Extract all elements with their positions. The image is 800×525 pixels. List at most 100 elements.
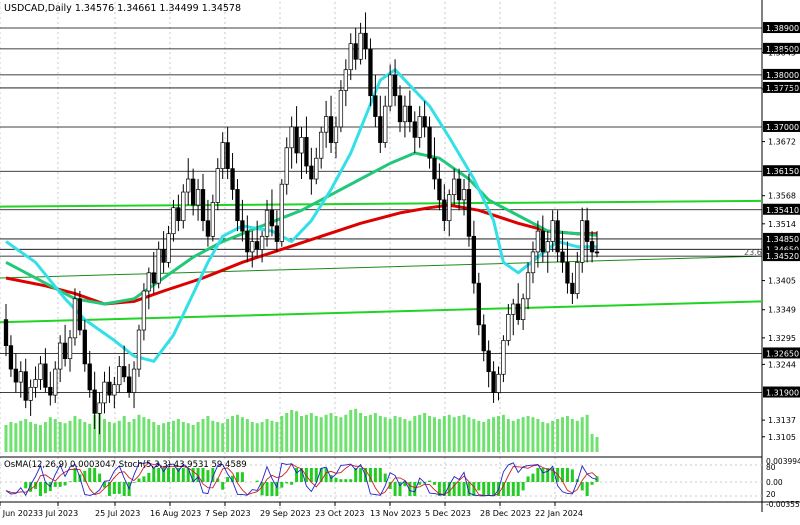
osma-bar [551,468,555,482]
ma-mid-line [5,151,598,306]
price-tick-label: 1.3137 [768,416,796,425]
candle-body [373,95,378,117]
candle-body [437,178,442,201]
volume-bar [9,422,13,452]
osma-bar [103,482,106,488]
osc-axis-label: 0.00 [766,478,783,487]
candle-body [245,230,250,253]
osma-bar [457,482,461,496]
candle-body [525,272,531,300]
candle-body [191,178,196,206]
candle-body [580,220,585,263]
candle-body [358,32,363,60]
candle-body [575,261,580,294]
osma-bar [176,468,180,482]
volume-bar [240,417,244,452]
candle-body [550,220,555,242]
price-tick-label: 1.3672 [768,138,796,147]
candle-body [343,69,348,91]
volume-bar [354,408,358,452]
candle-body [250,241,255,253]
price-level-label: 1.34650 [766,245,799,254]
osma-bar [467,482,471,496]
volume-bar [585,414,589,452]
volume-bar [211,420,215,452]
volume-bar [4,425,8,452]
osma-bar [546,468,550,482]
osma-bar [186,468,190,482]
oscillator-panel: 0.003994880 0.00 20-0.0035593 [0,457,800,509]
price-tick-label: 1.3773 [768,85,796,94]
candle-body [496,373,501,393]
volume-bar [142,417,146,452]
volume-bar [132,419,136,452]
osma-bar [309,468,313,482]
volume-bar [250,422,254,452]
volume-bar [516,419,520,452]
volume-bar [472,419,476,452]
volume-bar [556,419,560,452]
osma-bar [359,468,363,482]
candle-body [72,298,78,339]
volume-bar [501,414,505,452]
osma-bar [398,482,402,496]
osma-bar [226,477,230,482]
candle-body [136,329,142,370]
osma-bar [221,482,225,490]
candle-body [3,319,9,347]
volume-bar [122,416,126,452]
candle-body [476,282,481,326]
candle-body [511,303,516,315]
candlesticks [3,12,600,435]
osma-bar [231,475,235,482]
osma-bar [137,478,141,482]
osma-bar [354,468,358,482]
price-level-label: 1.34850 [766,235,799,244]
volume-bar [48,417,52,452]
candle-body [195,189,201,206]
candle-body [471,235,477,284]
osma-bar [260,482,264,496]
candle-body [23,371,28,401]
osma-bar [506,482,510,496]
volume-bar [359,413,363,452]
volume-bar [309,413,313,452]
price-tick-label: 1.3514 [768,220,796,229]
volume-bar [53,419,57,452]
volume-bar [423,413,427,452]
price-tick-label: 1.3349 [768,306,796,315]
osc-axis-label: 20 [766,490,776,499]
candle-body [560,251,565,263]
candle-body [13,368,19,383]
candle-body [338,90,344,128]
osma-bar [585,482,589,496]
osma-bar [132,482,136,483]
volume-bar [167,422,171,452]
osma-bar [211,468,215,482]
candle-body [87,363,92,391]
candle-body [447,194,452,222]
volume-bar [575,420,579,452]
candle-body [412,121,417,138]
candle-body [122,366,127,378]
osma-bar [590,482,594,485]
volume-bar [285,413,289,452]
volume-bar [38,425,42,452]
candle-body [422,116,427,128]
volume-bar [408,420,412,452]
osma-bar [462,482,466,496]
volume-bar [452,417,456,452]
volume-bar [78,419,82,452]
osma-bar [452,482,456,496]
stoch-main-line [5,461,598,497]
candle-body [92,389,97,414]
osma-bar [107,482,111,496]
candle-body [452,178,457,196]
osma-bar [275,482,279,496]
candle-body [112,384,117,396]
candle-body [225,142,230,169]
volume-bar [590,434,594,452]
osma-bar [492,482,496,496]
